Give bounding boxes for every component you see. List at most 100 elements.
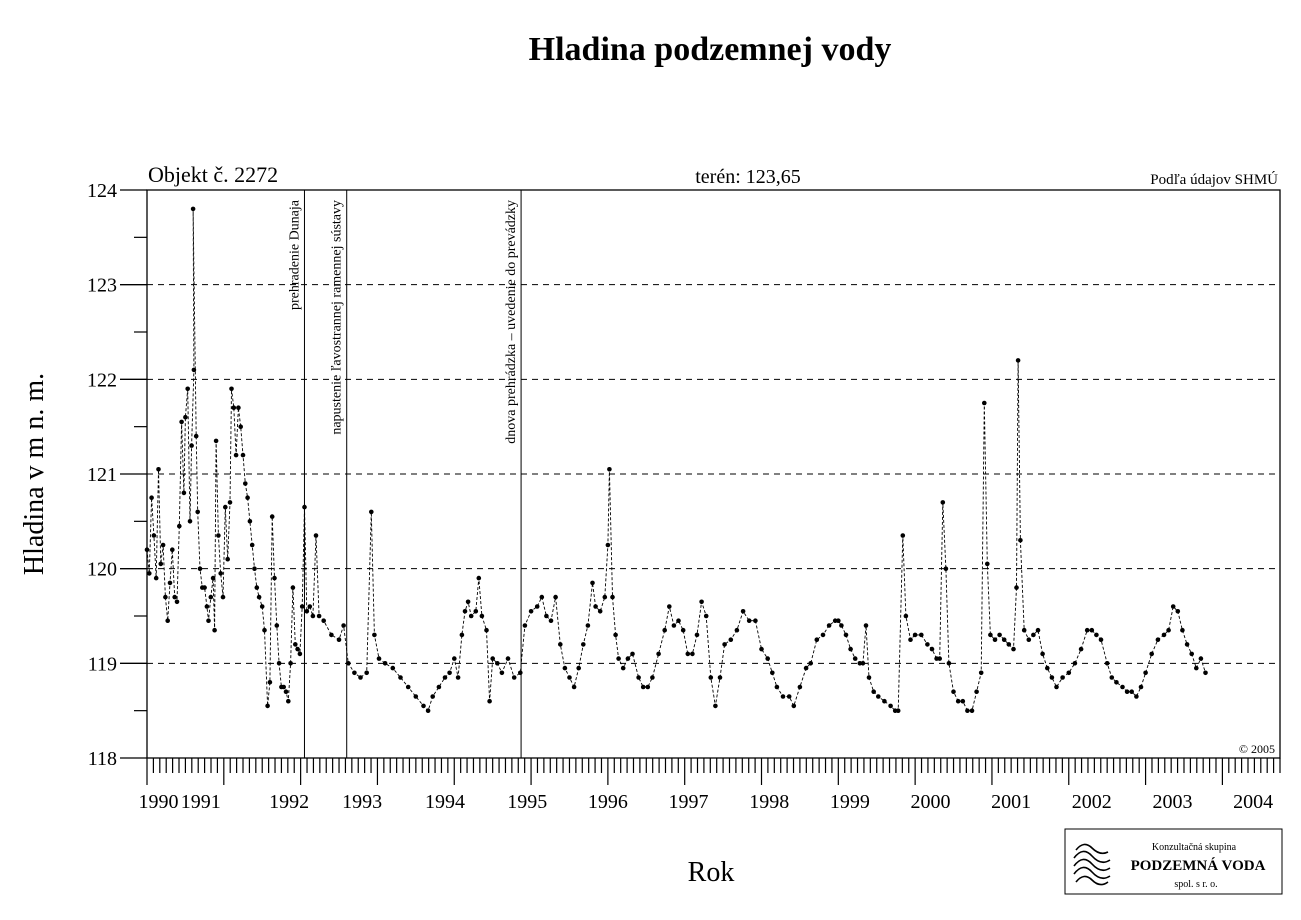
data-point [602,594,608,600]
data-point [839,623,844,628]
data-point [740,609,746,614]
data-point [908,637,913,642]
data-point [274,623,280,628]
data-point [940,500,946,505]
x-tick-label: 1992 [269,791,309,813]
data-point [174,599,180,605]
data-point [616,656,621,661]
data-point [170,547,175,552]
data-point [1021,627,1027,633]
data-point [919,632,924,638]
data-point [165,618,170,623]
data-point [780,694,786,699]
x-axis-label: Rok [688,857,735,888]
data-point [442,675,448,680]
data-point [903,613,909,619]
data-point [650,675,655,680]
data-point [1084,627,1090,633]
data-point [462,609,468,614]
data-point [252,566,257,571]
data-point [425,708,431,713]
data-point [863,623,869,628]
data-point [1149,651,1154,657]
x-tick-label: 2002 [1072,791,1112,813]
data-point [713,703,718,709]
data-point [218,571,223,576]
data-point [590,580,595,586]
logo-line-3: spol. s r. o. [1174,879,1217,890]
data-point [149,495,154,501]
data-point [206,618,211,623]
data-point [826,623,832,628]
data-point [288,661,293,666]
data-point [553,594,558,600]
data-point [495,661,500,666]
data-point [694,632,700,638]
data-point [1134,694,1139,699]
data-point [690,651,695,657]
data-point [895,708,901,713]
data-point [468,613,474,619]
source-label: Podľa údajov SHMÚ [1150,171,1278,188]
y-tick-label: 124 [87,180,117,202]
data-point [1015,358,1021,363]
y-tick-label: 118 [88,748,117,770]
x-tick-label: 1996 [588,791,628,813]
data-point [181,490,187,496]
data-point [667,604,672,609]
data-point [581,642,586,647]
data-point [269,514,275,519]
data-point [1035,627,1041,633]
data-point [195,509,200,515]
data-point [487,698,492,704]
data-point [585,623,591,628]
data-point [900,533,906,538]
company-logo: Konzultačná skupina PODZEMNÁ VODA spol. … [1064,828,1283,895]
data-point [607,467,612,472]
data-point [544,613,549,619]
data-point [1049,675,1055,680]
data-point [459,632,465,638]
logo-line-2: PODZEMNÁ VODA [1131,857,1266,874]
data-point [229,386,234,392]
data-point [662,627,667,633]
data-point [346,661,351,666]
data-point [313,533,319,538]
data-point [247,519,253,524]
data-point [974,689,979,694]
data-point [1161,632,1167,638]
x-tick-label: 2004 [1233,791,1273,813]
data-point [153,575,159,581]
x-tick-label: 2001 [991,791,1031,813]
x-axis: 1990 1991 1992 1993 1994 1995 1996 1997 1998 1999… [139,758,1281,813]
data-point [511,675,517,680]
chart-title: Hladina podzemnej vody [529,31,892,68]
data-point [259,604,265,609]
data-point [447,670,452,676]
data-point [227,500,233,505]
x-tick-label: 1994 [425,791,465,813]
data-point [925,642,930,647]
data-point [265,703,270,709]
data-point [955,698,961,704]
data-point [382,661,388,666]
data-point [156,467,161,472]
data-point [499,670,505,676]
data-point [965,708,970,713]
data-point [774,684,780,690]
data-point [1129,689,1134,694]
data-point [430,694,436,699]
series-line [146,208,1206,712]
data-point [876,694,881,699]
data-point [225,556,230,562]
data-point [982,400,987,406]
data-point [213,438,219,444]
data-point [193,433,199,439]
data-point [985,561,990,567]
data-point [1189,651,1194,657]
data-point [167,580,173,586]
data-point [630,651,635,657]
data-point [1014,585,1019,590]
data-point [937,656,942,661]
data-point [593,604,598,609]
